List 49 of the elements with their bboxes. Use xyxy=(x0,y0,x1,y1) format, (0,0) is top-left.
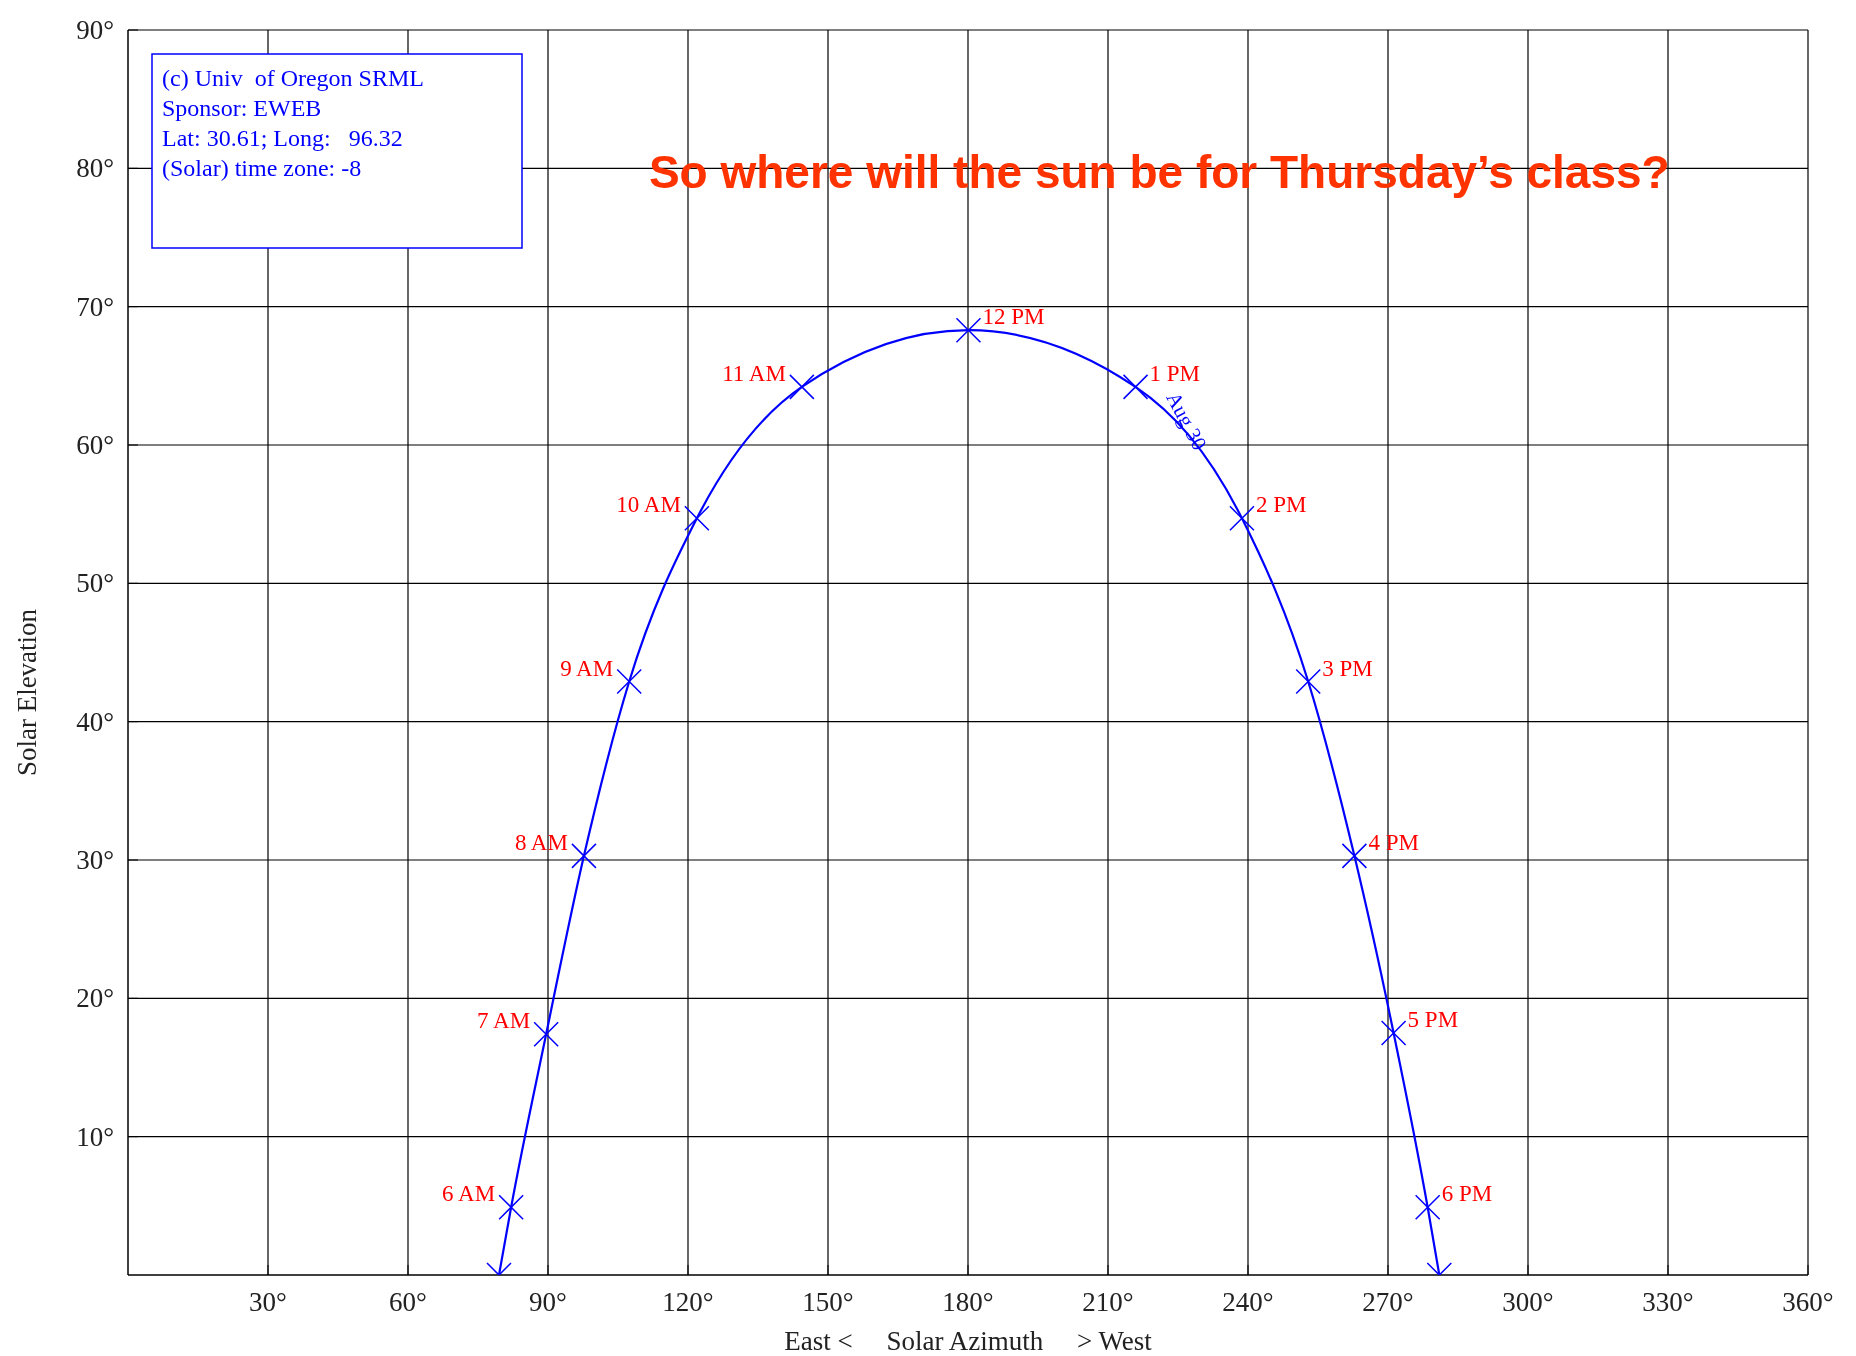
annotation: 6 AM xyxy=(442,1181,496,1207)
x-tick-label: 150° xyxy=(802,1287,854,1317)
x-tick-label: 300° xyxy=(1502,1287,1554,1317)
x-tick-label: 240° xyxy=(1222,1287,1274,1317)
x-tick-label: 60° xyxy=(389,1287,427,1317)
x-axis-title: East < Solar Azimuth > West xyxy=(784,1326,1153,1356)
point xyxy=(571,843,597,869)
point xyxy=(1380,1020,1407,1046)
point xyxy=(533,1021,559,1048)
annotation: 3 PM xyxy=(1322,655,1373,681)
y-tick-label: 30° xyxy=(76,845,114,875)
annotation: 10 AM xyxy=(616,492,681,518)
y-tick-label: 40° xyxy=(76,706,114,737)
y-tick-label: 90° xyxy=(76,15,114,45)
x-tick-label: 270° xyxy=(1362,1287,1414,1317)
x-tick-label: 360° xyxy=(1782,1287,1834,1317)
y-tick-label: 10° xyxy=(76,1121,114,1152)
y-tick-label: 70° xyxy=(76,291,114,322)
x-tick-label: 120° xyxy=(662,1287,714,1317)
x-tick-label: 180° xyxy=(942,1287,994,1317)
point xyxy=(1414,1194,1441,1220)
annotation: 2 PM xyxy=(1255,492,1307,518)
point xyxy=(1229,505,1255,532)
point xyxy=(684,505,710,532)
annotation: 1 PM xyxy=(1149,360,1201,386)
y-tick-label: 80° xyxy=(76,153,114,184)
point xyxy=(498,1194,524,1220)
annotation: 7 AM xyxy=(477,1008,531,1034)
y-tick-label: 60° xyxy=(76,430,114,460)
y-tick-label: 20° xyxy=(76,983,114,1014)
y-tick-label: 50° xyxy=(76,568,114,599)
point xyxy=(1122,374,1149,400)
point xyxy=(1295,668,1321,695)
annotation: 9 AM xyxy=(560,655,614,681)
point xyxy=(1341,843,1368,869)
point xyxy=(955,317,982,343)
x-tick-label: 330° xyxy=(1642,1287,1694,1317)
annotation: 6 PM xyxy=(1441,1181,1493,1207)
annotation: (c) Univ of Oregon SRML Sponsor: EWEB Lat: 30.61; Long: 96.32 (Solar) time zone: -8 xyxy=(162,65,424,181)
x-tick-label: 30° xyxy=(249,1287,287,1317)
annotation: 5 PM xyxy=(1407,1006,1459,1032)
annotation: 12 PM xyxy=(982,304,1045,330)
annotation: Aug 30 xyxy=(1161,387,1212,455)
x-tick-label: 210° xyxy=(1082,1287,1134,1317)
y-axis-title: Solar Elevation xyxy=(12,608,42,777)
point xyxy=(789,374,815,400)
x-tick-label: 90° xyxy=(529,1287,567,1317)
point xyxy=(616,668,642,695)
annotation: 11 AM xyxy=(722,360,786,386)
